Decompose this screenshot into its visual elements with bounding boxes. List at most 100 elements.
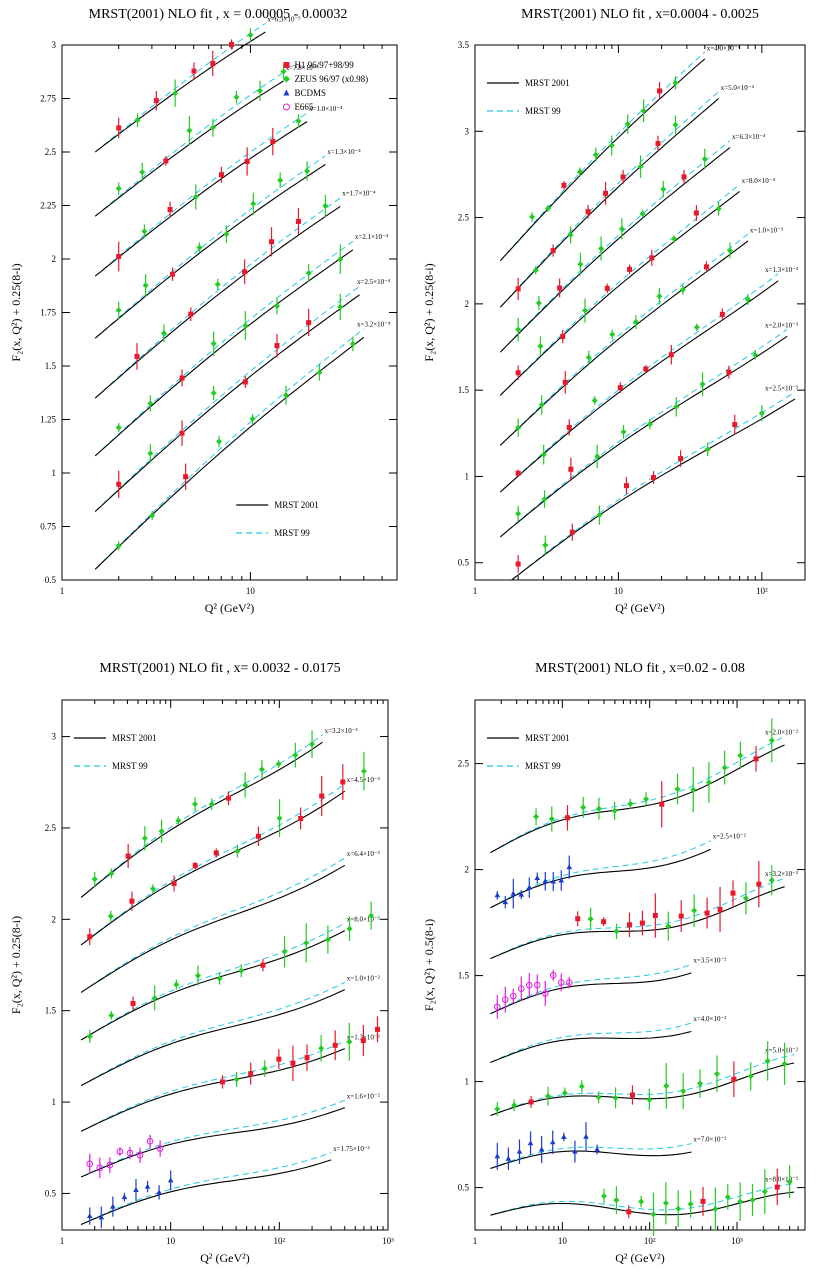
chart-title: MRST(2001) NLO fit , x=0.02 - 0.08 xyxy=(535,661,745,676)
data-point xyxy=(558,877,565,883)
data-point xyxy=(758,410,765,417)
y-axis-label: F₂(x, Q²) + 0.25(8-i) xyxy=(422,263,436,361)
data-point xyxy=(578,1083,585,1090)
legend-label: BCDMS xyxy=(294,88,326,98)
x-tick-label: 1 xyxy=(473,586,478,596)
data-point xyxy=(276,1056,282,1062)
data-point xyxy=(613,1197,620,1204)
plot-frame xyxy=(474,699,806,1231)
legend-line-label: MRST 2001 xyxy=(274,500,319,510)
data-point xyxy=(156,1189,162,1195)
mrst99-curve xyxy=(94,197,341,399)
mrst99-curve xyxy=(80,922,346,1041)
data-point xyxy=(494,1106,501,1113)
data-point xyxy=(582,307,588,314)
curve-label: x=1.0×10⁻² xyxy=(347,974,380,982)
curve-label: x=1.0×10⁻³ xyxy=(750,226,783,234)
mrst2001-curve xyxy=(511,398,796,581)
data-point xyxy=(515,470,521,476)
data-point xyxy=(318,1045,325,1052)
data-point xyxy=(679,286,686,293)
data-point xyxy=(668,352,674,358)
data-point xyxy=(680,1088,687,1095)
data-point xyxy=(526,884,533,890)
data-point xyxy=(134,353,140,359)
data-point xyxy=(249,415,256,422)
chart-title: MRST(2001) NLO fit , x=0.0004 - 0.0025 xyxy=(521,7,759,22)
data-point xyxy=(295,218,301,224)
curve-label: x=6.3×10⁻⁴ xyxy=(732,133,766,141)
mrst2001-curve xyxy=(94,164,326,339)
data-point xyxy=(290,1060,296,1066)
y-tick-label: 0.5 xyxy=(458,1183,470,1193)
data-point xyxy=(126,1149,134,1157)
legend-line-label: MRST 99 xyxy=(274,528,310,538)
mrst2001-curve xyxy=(94,336,365,570)
data-point xyxy=(210,340,217,347)
data-point xyxy=(275,760,282,767)
data-point xyxy=(374,1026,380,1032)
data-point xyxy=(561,1089,568,1096)
data-point xyxy=(533,981,541,989)
mrst99-curve xyxy=(94,328,365,570)
data-point xyxy=(774,1184,780,1190)
data-point xyxy=(591,397,598,404)
data-point xyxy=(518,891,525,897)
data-point xyxy=(724,1193,731,1200)
mrst2001-curve xyxy=(490,972,692,1015)
data-point xyxy=(306,320,312,326)
data-point xyxy=(183,474,189,480)
data-point xyxy=(624,121,631,128)
data-point xyxy=(175,817,182,824)
data-point xyxy=(153,98,159,104)
data-point xyxy=(657,88,663,94)
data-point xyxy=(277,177,284,184)
mrst99-curve xyxy=(490,1143,692,1169)
data-point xyxy=(541,990,549,997)
mrst2001-curve xyxy=(94,205,341,399)
data-point xyxy=(592,151,599,158)
x-tick-label: 1 xyxy=(473,1236,478,1246)
mrst2001-curve xyxy=(499,98,720,308)
curve-label: x=7.0×10⁻² xyxy=(693,1135,726,1143)
x-tick-label: 10 xyxy=(166,1236,176,1246)
data-point xyxy=(115,185,122,192)
data-point xyxy=(116,481,122,487)
data-point xyxy=(186,127,193,134)
data-point xyxy=(598,245,605,252)
data-point xyxy=(257,87,264,94)
curve-label: x=2.5×10⁻³ xyxy=(765,384,798,392)
data-point xyxy=(613,928,620,935)
mrst2001-curve xyxy=(490,886,785,960)
mrst2001-curve xyxy=(499,335,788,538)
data-point xyxy=(213,850,219,856)
curve-label: x=2.0×10⁻² xyxy=(765,728,798,736)
data-point xyxy=(502,899,509,905)
x-tick-label: 10³ xyxy=(731,1236,743,1246)
mrst2001-curve xyxy=(80,1107,345,1178)
data-point xyxy=(129,898,135,904)
plot-frame xyxy=(61,44,398,581)
data-point xyxy=(538,401,545,408)
data-point xyxy=(603,190,609,196)
data-point xyxy=(561,182,567,188)
data-point xyxy=(192,863,198,869)
data-point xyxy=(681,174,687,180)
data-point xyxy=(612,1094,619,1101)
data-point xyxy=(533,813,540,820)
mrst99-curve xyxy=(499,51,706,262)
data-point xyxy=(280,68,287,75)
y-tick-label: 2.5 xyxy=(45,147,57,157)
curve-label: x=6.4×10⁻³ xyxy=(347,850,380,858)
data-point xyxy=(515,424,522,431)
data-point xyxy=(511,1102,518,1109)
data-point xyxy=(643,366,649,372)
mrst99-curve xyxy=(80,1040,346,1132)
y-tick-label: 2.5 xyxy=(45,823,57,833)
data-point xyxy=(108,1012,115,1019)
data-point xyxy=(149,512,156,519)
data-point xyxy=(515,326,522,333)
mrst99-curve xyxy=(499,328,788,538)
data-point xyxy=(781,1060,788,1067)
data-point xyxy=(542,542,549,549)
